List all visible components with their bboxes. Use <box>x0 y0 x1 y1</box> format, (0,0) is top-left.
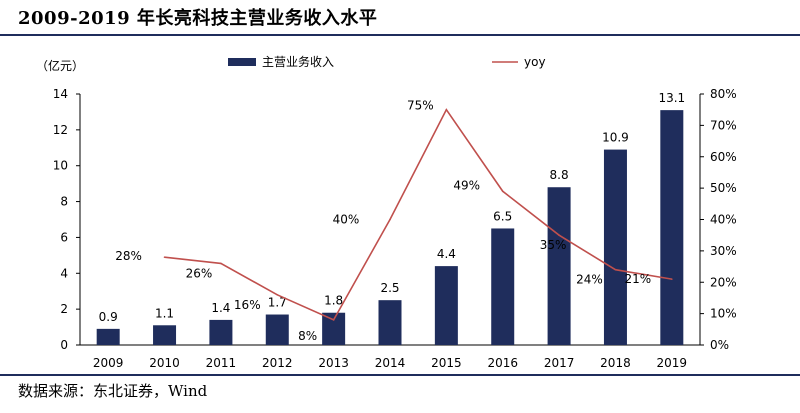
bar-mark <box>603 149 627 345</box>
yoy-line <box>164 108 672 321</box>
yoy-point <box>671 278 673 280</box>
bar-value-label: 6.5 <box>493 209 512 223</box>
bar-value-label: 8.8 <box>550 168 569 182</box>
bar-value-label: 2.5 <box>380 281 399 295</box>
left-tick-label: 6 <box>60 230 68 244</box>
x-tick-label: 2015 <box>431 356 462 370</box>
yoy-point <box>614 268 617 271</box>
x-tick-label: 2011 <box>206 356 237 370</box>
bar-mark <box>322 312 346 345</box>
yoy-point <box>501 190 504 193</box>
yoy-value-label: 75% <box>407 99 434 113</box>
left-tick-label: 14 <box>53 87 68 101</box>
yoy-point <box>389 218 391 221</box>
yoy-point <box>332 319 335 321</box>
yoy-point <box>163 256 166 258</box>
left-tick-label: 2 <box>60 302 68 316</box>
bar-mark <box>96 328 120 345</box>
yoy-value-label: 21% <box>624 272 651 286</box>
left-axis-unit: （亿元） <box>36 58 84 73</box>
left-tick-label: 4 <box>60 266 68 280</box>
chart-title: 2009-2019 年长亮科技主营业务收入水平 <box>18 8 378 29</box>
top-rule <box>0 34 800 36</box>
bar-mark <box>547 187 571 345</box>
left-tick-label: 12 <box>53 123 68 137</box>
right-tick-label: 70% <box>710 118 737 132</box>
bar-mark <box>209 319 233 345</box>
right-tick-label: 60% <box>710 150 737 164</box>
yoy-point <box>220 262 222 265</box>
yoy-value-label: 26% <box>186 266 213 280</box>
bar-value-label: 0.9 <box>99 310 118 324</box>
bar-value-label: 1.8 <box>324 294 343 308</box>
bar-value-label: 1.1 <box>155 306 174 320</box>
bar-mark <box>378 300 402 345</box>
right-tick-label: 50% <box>710 181 737 195</box>
right-tick-label: 80% <box>710 87 737 101</box>
bar-value-label: 13.1 <box>658 91 685 105</box>
left-tick-label: 8 <box>60 195 68 209</box>
bar-mark <box>265 314 289 345</box>
bar-value-label: 1.4 <box>211 301 230 315</box>
bar-mark <box>434 266 458 345</box>
yoy-point <box>558 234 560 236</box>
right-tick-label: 20% <box>710 275 737 289</box>
x-tick-label: 2012 <box>262 356 293 370</box>
legend-line-label: yoy <box>524 55 546 69</box>
yoy-value-label: 16% <box>234 298 261 312</box>
yoy-point <box>445 108 448 111</box>
bar-value-label: 4.4 <box>437 247 456 261</box>
yoy-value-label: 8% <box>298 329 317 343</box>
yoy-value-label: 40% <box>333 213 360 227</box>
x-tick-label: 2019 <box>657 356 688 370</box>
yoy-point <box>276 294 279 296</box>
left-tick-label: 0 <box>60 338 68 352</box>
bar-mark <box>153 325 177 345</box>
yoy-value-label: 28% <box>115 249 142 263</box>
yoy-value-label: 35% <box>540 238 567 252</box>
x-tick-label: 2013 <box>318 356 349 370</box>
bar-value-label: 1.7 <box>268 296 287 310</box>
x-tick-label: 2016 <box>487 356 518 370</box>
right-tick-label: 40% <box>710 213 737 227</box>
x-tick-label: 2018 <box>600 356 631 370</box>
legend-bar-swatch <box>228 58 256 66</box>
bar-mark <box>660 110 684 345</box>
x-tick-label: 2009 <box>93 356 124 370</box>
left-tick-label: 10 <box>53 159 68 173</box>
right-tick-label: 30% <box>710 244 737 258</box>
combo-chart: 0 2 4 6 8 10 12 14 0% 10% 20% 30% 40% 50% 60% 70% 80% （亿元… <box>36 54 737 370</box>
right-tick-label: 10% <box>710 307 737 321</box>
x-tick-label: 2010 <box>149 356 180 370</box>
bar-value-label: 10.9 <box>602 131 629 145</box>
x-tick-label: 2017 <box>544 356 575 370</box>
yoy-value-label: 49% <box>453 178 480 192</box>
bar-mark <box>491 228 515 345</box>
source-note: 数据来源：东北证券，Wind <box>18 382 208 400</box>
right-tick-label: 0% <box>710 338 729 352</box>
bottom-rule <box>0 374 800 376</box>
x-tick-label: 2014 <box>375 356 406 370</box>
legend-bar-label: 主营业务收入 <box>262 54 334 69</box>
yoy-value-label: 24% <box>576 273 603 287</box>
